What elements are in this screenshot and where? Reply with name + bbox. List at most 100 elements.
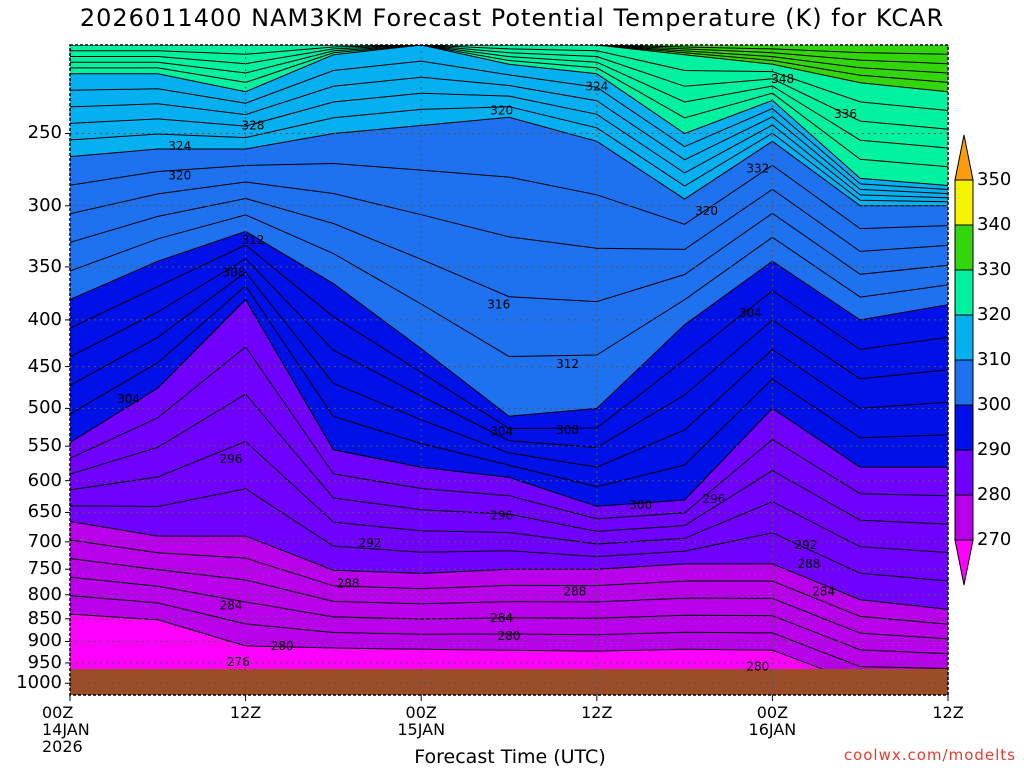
y-tick-label: 800 xyxy=(27,583,62,605)
contour-label: 304 xyxy=(490,424,513,438)
contour-label: 280 xyxy=(271,639,294,653)
colorbar-segment-280-290 xyxy=(954,449,974,496)
y-tick-label: 1000 xyxy=(16,672,62,694)
isentrope-line xyxy=(70,230,948,417)
y-tick-label: 500 xyxy=(27,397,62,419)
y-tick-label: 850 xyxy=(27,607,62,629)
contour-label: 296 xyxy=(490,508,513,522)
contour-label: 308 xyxy=(222,266,245,280)
colorbar-label: 330 xyxy=(977,259,1012,280)
isentrope-line xyxy=(70,45,948,130)
isentrope-line xyxy=(70,488,948,582)
contour-label: 332 xyxy=(746,161,769,175)
isentrope-line xyxy=(70,60,948,190)
isentrope-line xyxy=(70,613,948,684)
colorbar-label: 280 xyxy=(977,484,1012,505)
colorbar-segment-300-310 xyxy=(954,359,974,406)
isentrope-line xyxy=(70,45,948,74)
contour-label: 280 xyxy=(746,659,769,673)
isentrope-line xyxy=(70,539,948,625)
ground xyxy=(70,669,948,695)
contour-label: 284 xyxy=(490,611,513,625)
y-tick-label: 650 xyxy=(27,501,62,523)
y-tick-label: 450 xyxy=(27,355,62,377)
isentrope-line xyxy=(70,76,948,195)
contour-label: 320 xyxy=(490,104,513,118)
contour-label: 320 xyxy=(695,204,718,218)
y-tick-label: 750 xyxy=(27,558,62,580)
plot-frame xyxy=(69,44,949,696)
isentrope-line xyxy=(70,45,948,65)
x-tick-label: 00Z 15JAN xyxy=(397,703,446,739)
band-330 xyxy=(70,45,948,186)
y-tick-label: 550 xyxy=(27,435,62,457)
contour-label: 308 xyxy=(556,423,579,437)
contour-label: 296 xyxy=(702,492,725,506)
contour-label: 320 xyxy=(168,169,191,183)
isentrope-line xyxy=(70,116,948,207)
contour-label: 288 xyxy=(798,557,821,571)
colorbar-bottom-arrow xyxy=(954,539,974,586)
isentrope-line xyxy=(70,298,948,507)
contour-label: 288 xyxy=(337,577,360,591)
isentrope-line xyxy=(70,440,948,553)
isentrope-line xyxy=(70,45,948,93)
contour-label: 328 xyxy=(241,118,264,132)
y-tick-label: 700 xyxy=(27,530,62,552)
credit-link[interactable]: coolwx.com/modelts xyxy=(843,746,1016,764)
isentrope-line xyxy=(70,244,948,430)
isentrope-line xyxy=(70,346,948,520)
contour-label: 276 xyxy=(227,655,250,669)
contour-label: 348 xyxy=(771,72,794,86)
colorbar-label: 320 xyxy=(977,304,1012,325)
contour-label: 304 xyxy=(739,306,762,320)
isentrope-line xyxy=(70,214,948,358)
contour-label: 312 xyxy=(556,357,579,371)
isentrope-line xyxy=(70,45,948,186)
colorbar-segment-290-300 xyxy=(954,404,974,451)
colorbar-segment-270-280 xyxy=(954,494,974,541)
contour-label: 280 xyxy=(498,629,521,643)
isentrope-line xyxy=(70,45,948,111)
colorbar-label: 340 xyxy=(977,214,1012,235)
isentrope-line xyxy=(70,393,948,532)
chart-title: 2026011400 NAM3KM Forecast Potential Tem… xyxy=(79,4,945,32)
colorbar-segment-320-330 xyxy=(954,269,974,316)
contour-label: 292 xyxy=(795,538,818,552)
contour-label: 316 xyxy=(487,298,510,312)
colorbar-label: 350 xyxy=(977,169,1012,190)
contour-label: 284 xyxy=(812,584,835,598)
isentrope-line xyxy=(70,285,948,488)
colorbar-segment-330-340 xyxy=(954,224,974,271)
contour-label: 292 xyxy=(359,536,382,550)
isentrope-line xyxy=(70,162,948,230)
colorbar-label: 300 xyxy=(977,394,1012,415)
colorbar-segment-340-350 xyxy=(954,179,974,226)
isentrope-line xyxy=(70,92,948,199)
isentrope-line xyxy=(70,558,948,640)
x-tick-label: 12Z xyxy=(229,703,262,722)
isentrope-line xyxy=(70,576,948,655)
isentrope-line xyxy=(70,197,948,303)
colorbar-top-arrow xyxy=(954,134,974,181)
colorbar-label: 310 xyxy=(977,349,1012,370)
contour-label: 296 xyxy=(220,452,243,466)
colorbar-segment-310-320 xyxy=(954,314,974,361)
isentrope-line xyxy=(70,271,948,468)
x-tick-label: 12Z xyxy=(581,703,613,722)
contour-label: 300 xyxy=(629,498,652,512)
y-tick-label: 600 xyxy=(27,469,62,491)
isentrope-line xyxy=(70,45,948,55)
isentrope-line xyxy=(70,45,948,83)
isentrope-line xyxy=(70,258,948,449)
colorbar-label: 270 xyxy=(977,529,1012,550)
contour-label: 324 xyxy=(585,79,608,93)
isentrope-line xyxy=(70,45,948,168)
contour-label: 284 xyxy=(220,599,243,613)
y-tick-label: 250 xyxy=(27,122,62,144)
x-axis-title: Forecast Time (UTC) xyxy=(414,746,606,768)
y-tick-label: 300 xyxy=(27,194,62,216)
isentrope-line xyxy=(70,181,948,252)
isentrope-line xyxy=(70,106,948,203)
x-tick-label: 00Z 14JAN 2026 xyxy=(42,703,90,756)
